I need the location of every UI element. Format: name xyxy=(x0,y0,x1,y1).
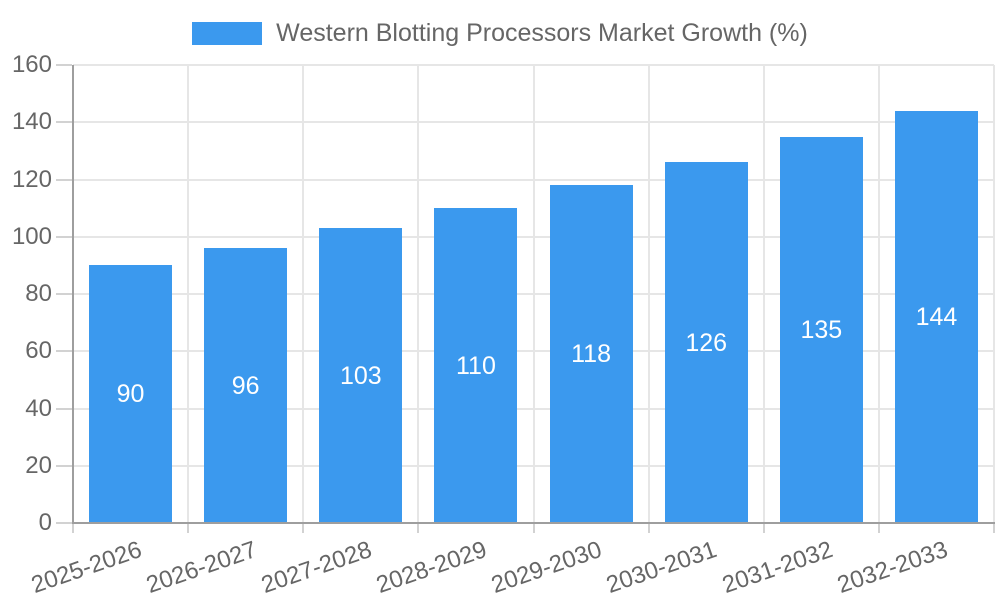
bar-value-label: 126 xyxy=(685,328,728,357)
y-tick-mark xyxy=(56,178,72,181)
x-axis-tick-label: 2032-2033 xyxy=(833,536,951,599)
x-gridline xyxy=(417,65,420,523)
y-axis-tick-label: 100 xyxy=(11,222,52,250)
bar[interactable] xyxy=(779,136,863,523)
bar[interactable] xyxy=(434,208,518,523)
bar-value-label: 96 xyxy=(231,371,260,400)
y-tick-mark xyxy=(56,350,72,353)
x-gridline xyxy=(993,65,995,523)
bar[interactable] xyxy=(549,185,633,523)
x-gridline xyxy=(302,65,305,523)
bar-value-label: 110 xyxy=(456,351,496,380)
x-gridline xyxy=(647,65,650,523)
x-tick-mark xyxy=(647,522,650,533)
x-axis-tick-label: 2029-2030 xyxy=(488,536,606,599)
x-tick-mark xyxy=(417,522,420,533)
plot-area: 0 20 40 60 80 100 120 140 160 90 2025-2026 96 2026-2… xyxy=(12,52,995,599)
x-axis-tick-label: 2031-2032 xyxy=(718,536,836,599)
y-axis-tick-label: 0 xyxy=(38,509,52,536)
x-tick-mark xyxy=(877,522,880,533)
legend[interactable]: Western Blotting Processors Market Growt… xyxy=(0,19,1000,48)
x-gridline xyxy=(877,65,880,523)
x-gridline xyxy=(762,65,765,523)
y-tick-mark xyxy=(56,407,72,410)
x-axis-tick-label: 2026-2027 xyxy=(142,536,261,599)
y-tick-mark xyxy=(56,293,72,295)
bar[interactable] xyxy=(664,162,748,523)
bar-value-label: 144 xyxy=(915,302,958,331)
x-axis-tick-label: 2025-2026 xyxy=(27,536,146,599)
x-gridline xyxy=(187,65,190,523)
y-axis-tick-label: 160 xyxy=(11,51,52,78)
bar-value-label: 118 xyxy=(571,340,611,369)
bar[interactable] xyxy=(204,248,288,523)
x-axis-tick-label: 2030-2031 xyxy=(603,536,721,599)
bar-value-label: 103 xyxy=(339,361,382,390)
y-axis-line xyxy=(72,65,74,523)
y-axis-tick-label: 60 xyxy=(25,337,52,365)
y-axis-tick-label: 40 xyxy=(25,394,52,422)
x-axis-line xyxy=(72,522,995,524)
x-tick-mark xyxy=(532,522,535,533)
y-tick-mark xyxy=(56,464,72,467)
bar[interactable] xyxy=(89,265,173,523)
x-axis-tick-label: 2028-2029 xyxy=(373,536,491,599)
y-axis-tick-label: 140 xyxy=(11,108,52,136)
y-axis-tick-label: 20 xyxy=(25,451,52,479)
x-tick-mark xyxy=(302,522,305,533)
bar[interactable] xyxy=(894,110,978,523)
legend-swatch-icon xyxy=(192,22,263,45)
y-tick-mark xyxy=(56,64,72,66)
x-tick-mark xyxy=(72,522,74,533)
y-axis-tick-label: 120 xyxy=(11,165,52,193)
x-gridline xyxy=(532,65,535,523)
y-tick-mark xyxy=(56,121,72,124)
bar-value-label: 135 xyxy=(800,315,843,344)
y-axis-tick-label: 80 xyxy=(25,280,52,307)
y-tick-mark xyxy=(56,235,72,238)
x-tick-mark xyxy=(187,522,190,533)
bar[interactable] xyxy=(319,228,403,523)
x-axis-tick-label: 2027-2028 xyxy=(257,536,376,599)
legend-label: Western Blotting Processors Market Growt… xyxy=(276,19,808,47)
x-tick-mark xyxy=(993,522,995,533)
bar-value-label: 90 xyxy=(116,380,145,409)
y-tick-mark xyxy=(56,522,72,524)
x-tick-mark xyxy=(762,522,765,533)
